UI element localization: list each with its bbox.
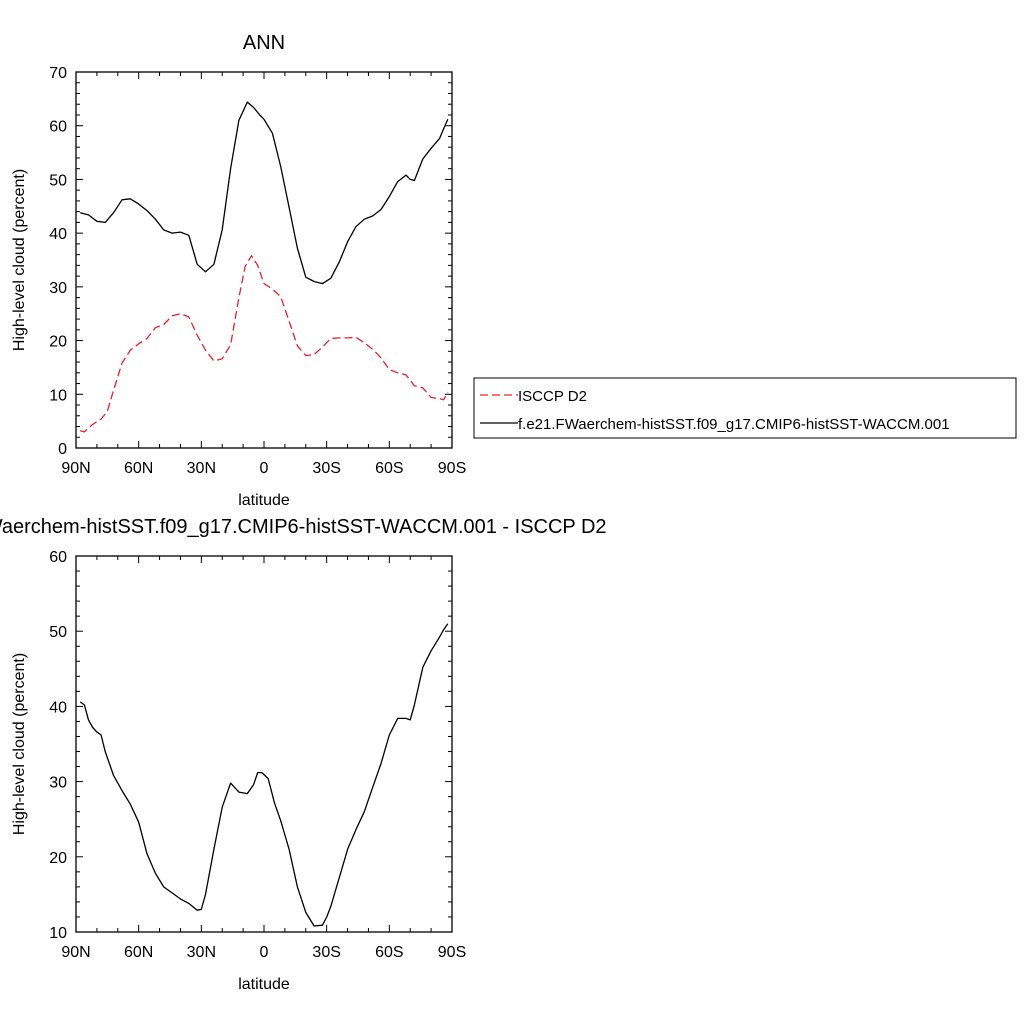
legend-entry: ISCCP D2 — [518, 388, 587, 405]
chart-title: f.e21.FWaerchem-histSST.f09_g17.CMIP6-hi… — [0, 516, 607, 538]
x-tick-label: 30S — [312, 460, 340, 477]
chart-panel-2: f.e21.FWaerchem-histSST.f09_g17.CMIP6-hi… — [0, 516, 607, 993]
x-tick-label: 90S — [438, 944, 466, 961]
y-tick-label: 0 — [58, 441, 67, 458]
y-tick-label: 20 — [49, 334, 67, 351]
x-tick-label: 60S — [375, 460, 403, 477]
series-line-2 — [80, 101, 449, 285]
x-axis-label: latitude — [238, 492, 290, 509]
plot-frame — [75, 71, 453, 449]
y-tick-label: 50 — [49, 172, 67, 189]
x-tick-label: 60S — [375, 944, 403, 961]
x-tick-label: 90N — [61, 944, 90, 961]
x-tick-label: 0 — [260, 944, 269, 961]
y-tick-label: 30 — [49, 775, 67, 792]
y-tick-label: 40 — [49, 226, 67, 243]
y-axis-label: High-level cloud (percent) — [11, 653, 28, 835]
legend: ISCCP D2 f.e21.FWaerchem-histSST.f09_g17.… — [473, 377, 1017, 439]
y-tick-label: 70 — [49, 65, 67, 82]
legend-entry: f.e21.FWaerchem-histSST.f09_g17.CMIP6-hi… — [518, 416, 950, 433]
y-tick-label: 10 — [49, 925, 67, 942]
x-tick-label: 60N — [124, 460, 153, 477]
y-tick-label: 40 — [49, 699, 67, 716]
x-tick-label: 30N — [187, 460, 216, 477]
x-axis-label: latitude — [238, 976, 290, 993]
y-tick-label: 60 — [49, 119, 67, 136]
plot-frame — [75, 555, 453, 933]
x-tick-label: 60N — [124, 944, 153, 961]
chart-title: ANN — [243, 32, 285, 54]
x-tick-label: 90N — [61, 460, 90, 477]
x-tick-label: 30N — [187, 944, 216, 961]
legend-box — [473, 377, 1017, 439]
y-tick-label: 20 — [49, 850, 67, 867]
series-line-1 — [80, 255, 449, 433]
x-tick-label: 30S — [312, 944, 340, 961]
y-axis-label: High-level cloud (percent) — [11, 169, 28, 351]
series-line-1 — [79, 623, 449, 927]
chart-panel-1: ANN 0 10 20 30 40 50 60 70 90N 60N 30N 0 30S 60S 90S lat… — [11, 32, 1017, 509]
x-tick-label: 0 — [260, 460, 269, 477]
y-tick-label: 10 — [49, 387, 67, 404]
y-tick-label: 50 — [49, 624, 67, 641]
y-tick-label: 60 — [49, 549, 67, 566]
x-tick-label: 90S — [438, 460, 466, 477]
y-tick-label: 30 — [49, 280, 67, 297]
